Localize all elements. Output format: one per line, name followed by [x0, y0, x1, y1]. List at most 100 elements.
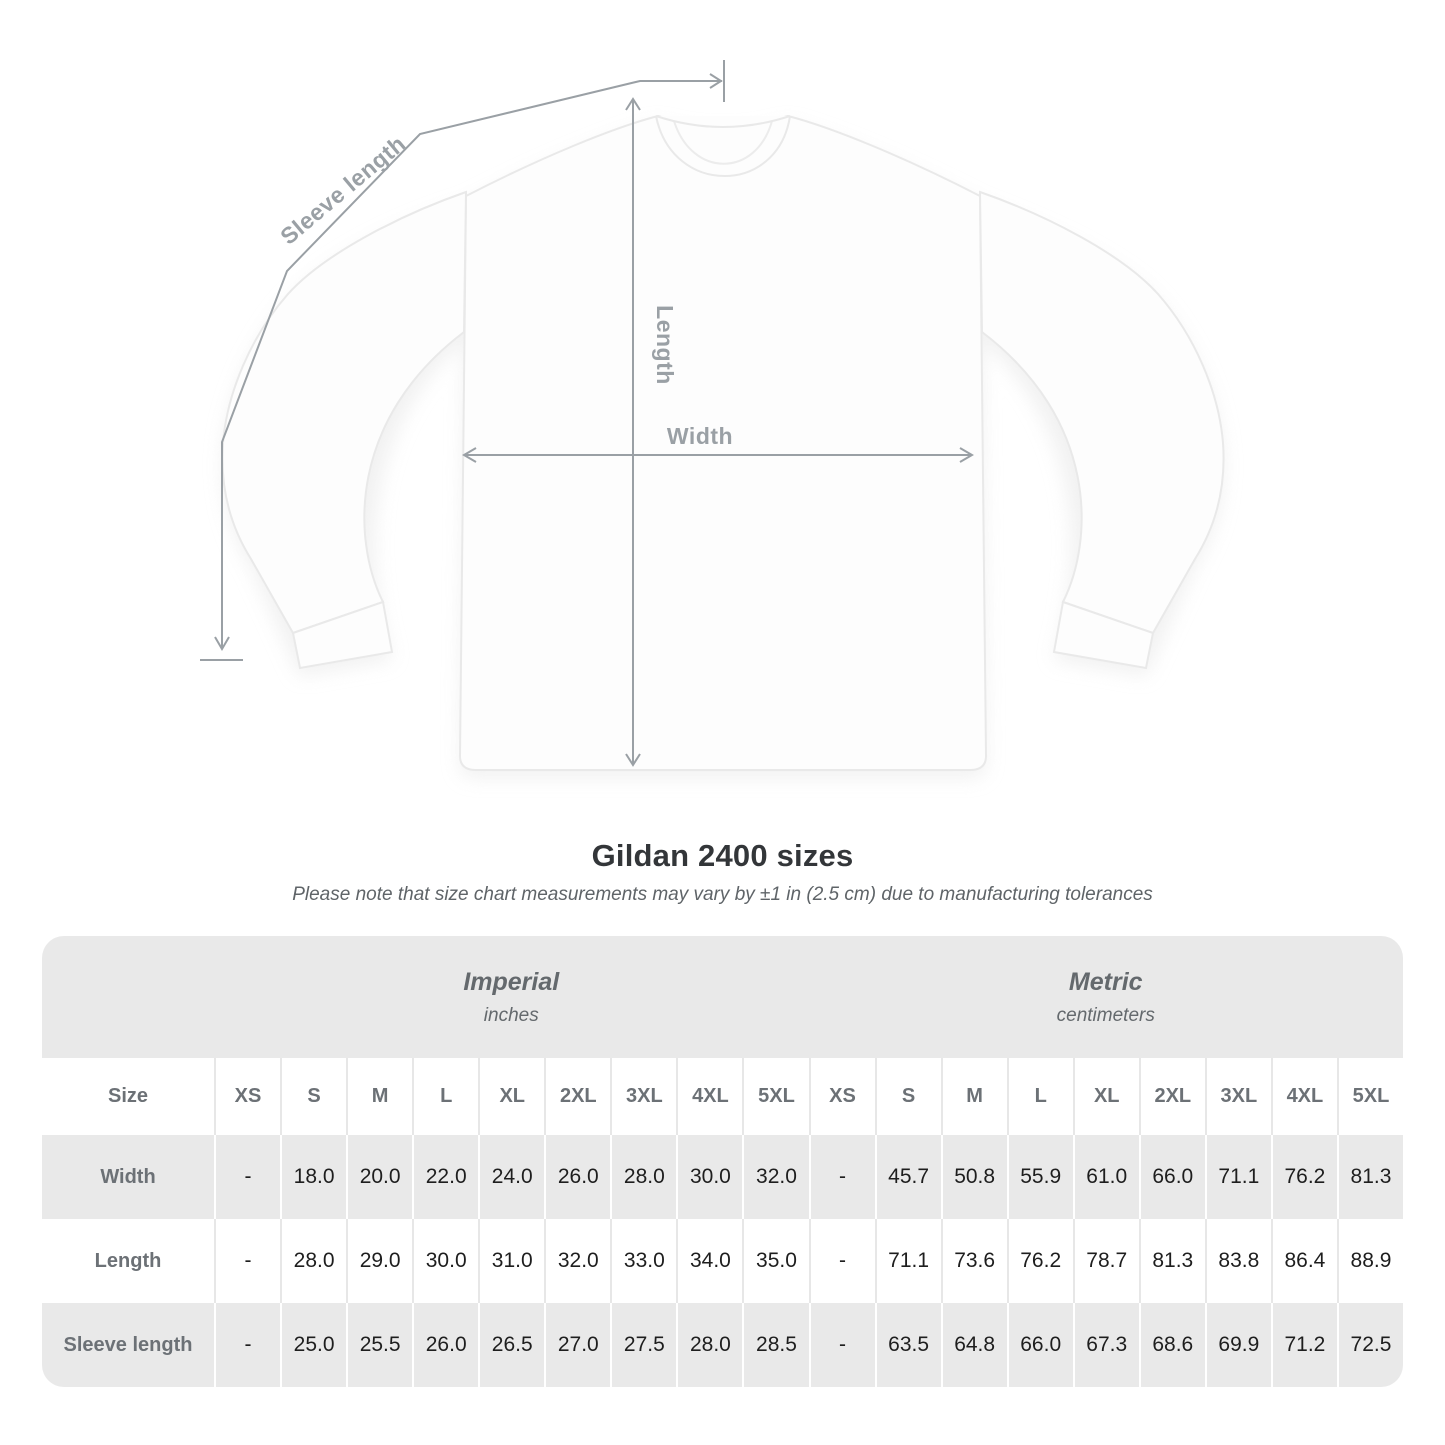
column-header: 4XL [1270, 1058, 1337, 1135]
table-value: 71.1 [1204, 1135, 1271, 1219]
table-value: 83.8 [1204, 1219, 1271, 1303]
table-value: 27.5 [610, 1303, 677, 1387]
column-header: S [280, 1058, 347, 1135]
table-value: 30.0 [676, 1135, 743, 1219]
table-value: 88.9 [1336, 1219, 1403, 1303]
unit-band-spacer [42, 936, 214, 1058]
column-header: S [874, 1058, 941, 1135]
column-header: 2XL [544, 1058, 611, 1135]
table-value: 35.0 [742, 1219, 809, 1303]
size-table: Imperial inches Metric centimeters Size … [42, 936, 1403, 1387]
column-header: 4XL [676, 1058, 743, 1135]
shirt-right-cuff [1052, 600, 1155, 670]
shirt-body [458, 114, 988, 771]
table-value: 31.0 [478, 1219, 545, 1303]
table-value: 28.0 [280, 1219, 347, 1303]
column-header: XL [1072, 1058, 1139, 1135]
table-value: 66.0 [1138, 1135, 1205, 1219]
column-header: L [412, 1058, 479, 1135]
length-label: Length [652, 305, 678, 385]
table-value: 32.0 [742, 1135, 809, 1219]
sleeve-length-arrowhead-down [214, 636, 230, 651]
table-value: - [808, 1219, 875, 1303]
shirt-measurement-diagram: Sleeve length Length Width [200, 60, 1225, 778]
sleeve-length-arrow [221, 80, 722, 648]
table-value: 81.3 [1138, 1219, 1205, 1303]
shirt-collar-back [655, 115, 791, 128]
table-value: 26.5 [478, 1303, 545, 1387]
table-value: 24.0 [478, 1135, 545, 1219]
length-arrowhead-up [625, 97, 641, 111]
table-value: 71.1 [874, 1219, 941, 1303]
shirt-illustration [221, 114, 1225, 771]
table-value: - [808, 1135, 875, 1219]
column-header: XS [214, 1058, 281, 1135]
table-value: 28.5 [742, 1303, 809, 1387]
column-header: 3XL [1204, 1058, 1271, 1135]
shirt-collar-outer [655, 115, 791, 177]
column-header: L [1006, 1058, 1073, 1135]
shirt-left-sleeve [221, 190, 468, 635]
tolerance-note: Please note that size chart measurements… [292, 884, 1153, 905]
table-value: 25.0 [280, 1303, 347, 1387]
width-arrowhead-left [462, 447, 477, 463]
table-value: 34.0 [676, 1219, 743, 1303]
column-header: 3XL [610, 1058, 677, 1135]
table-value: 25.5 [346, 1303, 413, 1387]
shirt-collar-inner [673, 120, 773, 165]
page-title: Gildan 2400 sizes [591, 838, 854, 873]
table-value: 71.2 [1270, 1303, 1337, 1387]
shirt-right-sleeve [978, 190, 1225, 635]
table-value: 26.0 [544, 1135, 611, 1219]
title-block: Gildan 2400 sizes Please note that size … [0, 838, 1445, 906]
table-value: 22.0 [412, 1135, 479, 1219]
table-value: 86.4 [1270, 1219, 1337, 1303]
table-value: 18.0 [280, 1135, 347, 1219]
metric-unit: centimeters [1056, 1004, 1155, 1026]
table-value: 61.0 [1072, 1135, 1139, 1219]
table-value: - [214, 1219, 281, 1303]
metric-band: Metric centimeters [808, 936, 1403, 1058]
column-header: M [940, 1058, 1007, 1135]
table-value: 29.0 [346, 1219, 413, 1303]
table-value: 68.6 [1138, 1303, 1205, 1387]
table-value: 27.0 [544, 1303, 611, 1387]
sleeve-length-arrowhead-right [709, 73, 723, 89]
row-label: Width [42, 1135, 214, 1219]
table-value: - [808, 1303, 875, 1387]
column-header: XS [808, 1058, 875, 1135]
imperial-band: Imperial inches [214, 936, 809, 1058]
table-value: 76.2 [1270, 1135, 1337, 1219]
table-value: 69.9 [1204, 1303, 1271, 1387]
shirt-diagram-svg: Sleeve length Length Width [200, 60, 1225, 778]
table-value: 67.3 [1072, 1303, 1139, 1387]
shirt-left-cuff [291, 600, 394, 670]
imperial-label: Imperial [463, 967, 560, 996]
row-label: Sleeve length [42, 1303, 214, 1387]
table-value: 66.0 [1006, 1303, 1073, 1387]
table-value: 63.5 [874, 1303, 941, 1387]
table-value: 20.0 [346, 1135, 413, 1219]
size-header: Size [42, 1058, 214, 1135]
table-value: 81.3 [1336, 1135, 1403, 1219]
table-value: 64.8 [940, 1303, 1007, 1387]
column-header: 5XL [742, 1058, 809, 1135]
table-value: 45.7 [874, 1135, 941, 1219]
row-label: Length [42, 1219, 214, 1303]
table-value: 78.7 [1072, 1219, 1139, 1303]
table-value: 72.5 [1336, 1303, 1403, 1387]
table-value: 50.8 [940, 1135, 1007, 1219]
width-label: Width [667, 423, 733, 449]
table-value: 76.2 [1006, 1219, 1073, 1303]
table-value: 32.0 [544, 1219, 611, 1303]
measurement-overlay [200, 60, 974, 767]
table-value: 73.6 [940, 1219, 1007, 1303]
imperial-unit: inches [483, 1004, 539, 1026]
width-arrowhead-right [959, 447, 974, 463]
metric-label: Metric [1068, 967, 1143, 996]
table-value: 55.9 [1006, 1135, 1073, 1219]
table-value: 30.0 [412, 1219, 479, 1303]
column-header: 5XL [1336, 1058, 1403, 1135]
table-value: 26.0 [412, 1303, 479, 1387]
